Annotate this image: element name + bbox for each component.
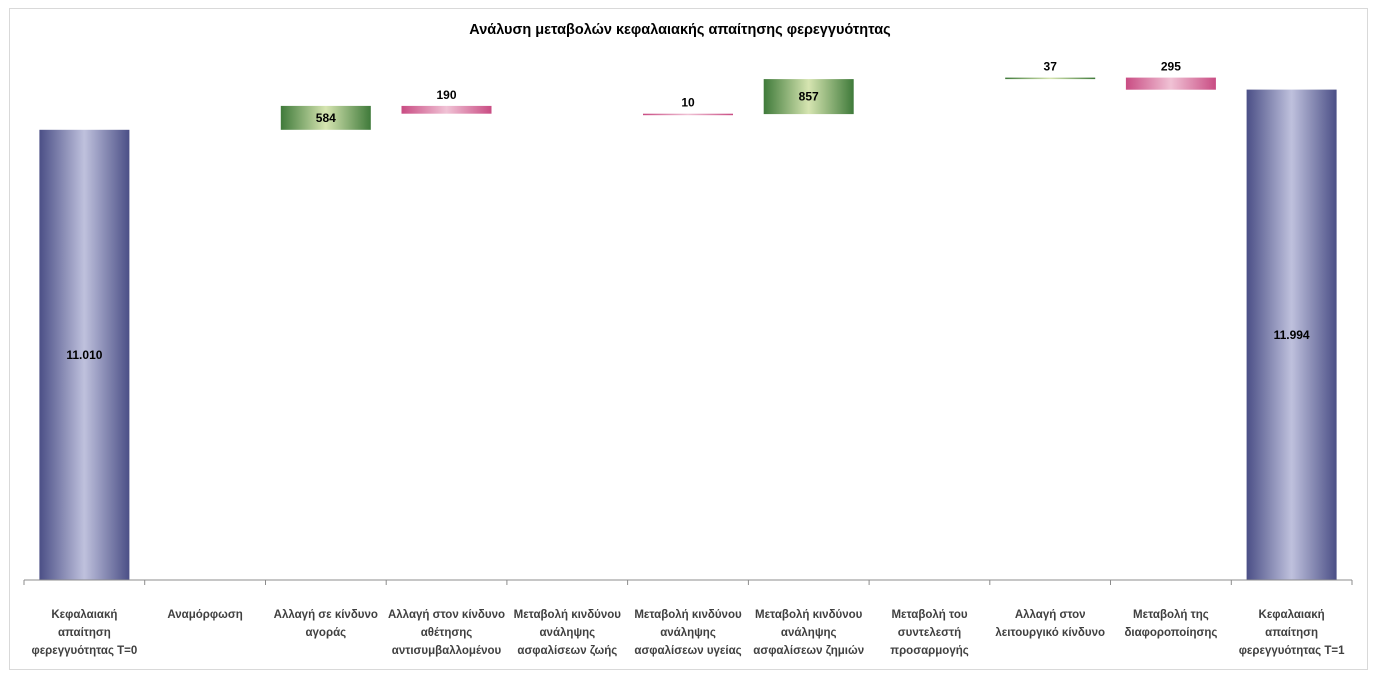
category-label-7: Μεταβολή κινδύνου ανάληψης ασφαλίσεων ζημι… xyxy=(753,609,864,657)
bar-7 xyxy=(763,79,854,115)
bar-1 xyxy=(39,129,130,581)
category-label-2: Αναμόρφωση xyxy=(167,609,242,621)
data-label-10: 295 xyxy=(1161,60,1181,74)
bar-9 xyxy=(1005,77,1096,80)
data-label-4: 190 xyxy=(436,88,456,102)
data-label-3: 584 xyxy=(316,111,336,125)
bar-10 xyxy=(1125,77,1216,90)
data-labels-layer: 11.010 584 190 10 857 37 295 11.994 xyxy=(66,60,1310,362)
chart-frame xyxy=(9,8,1368,670)
bar-4 xyxy=(401,105,492,114)
category-label-9: Αλλαγή στον λειτουργικό κίνδυνο xyxy=(995,609,1105,639)
bar-11 xyxy=(1246,89,1337,580)
bar-3 xyxy=(280,105,371,130)
x-axis xyxy=(23,579,1353,585)
category-label-4: Αλλαγή στον κίνδυνο αθέτησης αντισυμβαλλομ… xyxy=(388,609,505,657)
category-label-1: Κεφαλαιακή απαίτηση φερεγγυότητας Τ=0 xyxy=(32,609,138,657)
category-label-11: Κεφαλαιακή απαίτηση φερεγγυότητας Τ=1 xyxy=(1239,609,1345,657)
category-labels-layer: Κεφαλαιακή απαίτηση φερεγγυότητας Τ=0 Αναμό… xyxy=(32,609,1346,657)
bar-6 xyxy=(643,113,733,116)
category-label-8: Μεταβολή του συντελεστή προσαρμογής xyxy=(890,609,968,657)
category-label-3: Αλλαγή σε κίνδυνο αγοράς xyxy=(274,609,378,639)
category-label-10: Μεταβολή της διαφοροποίησης xyxy=(1124,609,1217,639)
data-label-9: 37 xyxy=(1044,60,1058,74)
chart-title: Ανάλυση μεταβολών κεφαλαιακής απαίτησης … xyxy=(469,22,890,38)
data-label-6: 10 xyxy=(681,96,695,110)
data-label-7: 857 xyxy=(799,90,819,104)
category-label-5: Μεταβολή κινδύνου ανάληψης ασφαλίσεων ζωής xyxy=(514,609,622,657)
data-label-1: 11.010 xyxy=(66,348,102,362)
bars-layer xyxy=(39,77,1337,581)
category-label-6: Μεταβολή κινδύνου ανάληψης ασφαλίσεων υγεί… xyxy=(634,609,742,657)
data-label-11: 11.994 xyxy=(1274,328,1310,342)
